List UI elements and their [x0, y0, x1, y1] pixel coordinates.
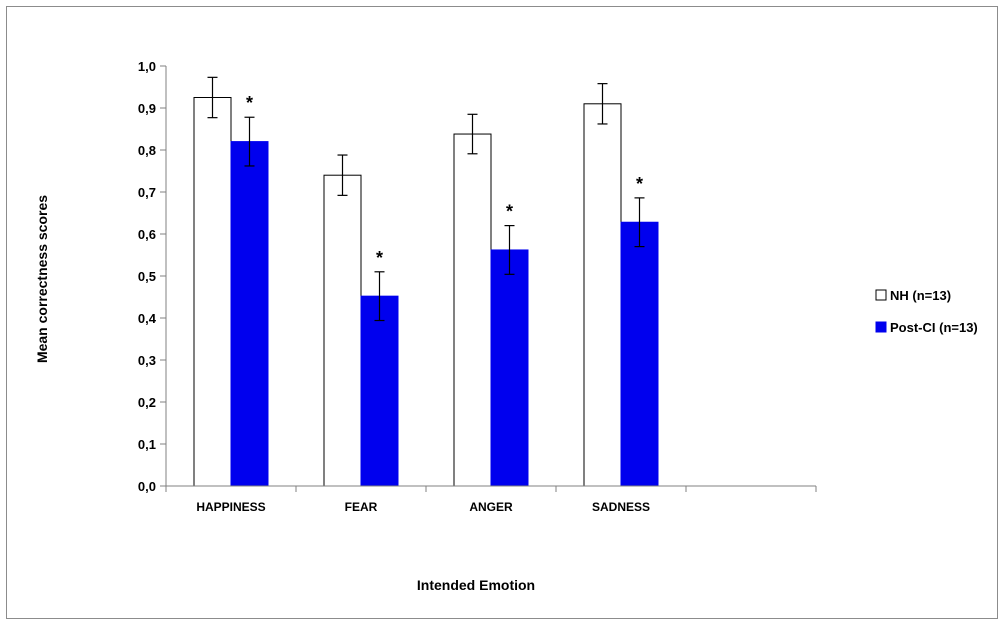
significance-star: * [246, 93, 253, 113]
bar-chart: 0,0 0,1 0,2 0,3 0,4 0,5 0,6 0,7 0,8 0,9 1,0 * * * * H… [34, 59, 978, 593]
y-axis: 0,0 0,1 0,2 0,3 0,4 0,5 0,6 0,7 0,8 0,9 1,0 [138, 59, 167, 494]
bar-nh [193, 97, 232, 487]
y-tick-label: 0,0 [138, 479, 156, 494]
legend-label: NH (n=13) [890, 288, 951, 303]
bar-post-ci [360, 295, 399, 487]
error-bars [207, 76, 645, 322]
y-tick-label: 0,9 [138, 101, 156, 116]
category-label: ANGER [469, 500, 513, 514]
bar-post-ci [620, 221, 659, 487]
category-label: FEAR [345, 500, 378, 514]
y-tick-label: 0,7 [138, 185, 156, 200]
category-label: HAPPINESS [196, 500, 265, 514]
legend-label: Post-CI (n=13) [890, 320, 978, 335]
legend-swatch [875, 321, 887, 333]
y-axis-title: Mean correctness scores [34, 195, 50, 363]
bar-nh [583, 103, 622, 487]
y-tick-label: 0,1 [138, 437, 156, 452]
x-axis-title: Intended Emotion [417, 577, 535, 593]
y-tick-label: 0,4 [138, 311, 157, 326]
chart-frame: 0,0 0,1 0,2 0,3 0,4 0,5 0,6 0,7 0,8 0,9 1,0 * * * * H… [6, 6, 998, 619]
y-tick-label: 0,2 [138, 395, 156, 410]
bar-nh [453, 133, 492, 487]
legend-swatch [875, 289, 887, 301]
y-tick-label: 1,0 [138, 59, 156, 74]
bar-post-ci [230, 141, 269, 487]
x-axis: HAPPINESS FEAR ANGER SADNESS [165, 485, 817, 514]
significance-markers: * * * * [246, 93, 643, 268]
y-tick-label: 0,8 [138, 143, 156, 158]
significance-star: * [376, 248, 383, 268]
bars [193, 97, 659, 487]
bar-post-ci [490, 249, 529, 487]
y-tick-label: 0,3 [138, 353, 156, 368]
significance-star: * [506, 202, 513, 222]
y-tick-label: 0,5 [138, 269, 156, 284]
legend: NH (n=13) Post-CI (n=13) [875, 288, 978, 335]
significance-star: * [636, 174, 643, 194]
bar-nh [323, 174, 362, 487]
y-tick-label: 0,6 [138, 227, 156, 242]
category-label: SADNESS [592, 500, 650, 514]
